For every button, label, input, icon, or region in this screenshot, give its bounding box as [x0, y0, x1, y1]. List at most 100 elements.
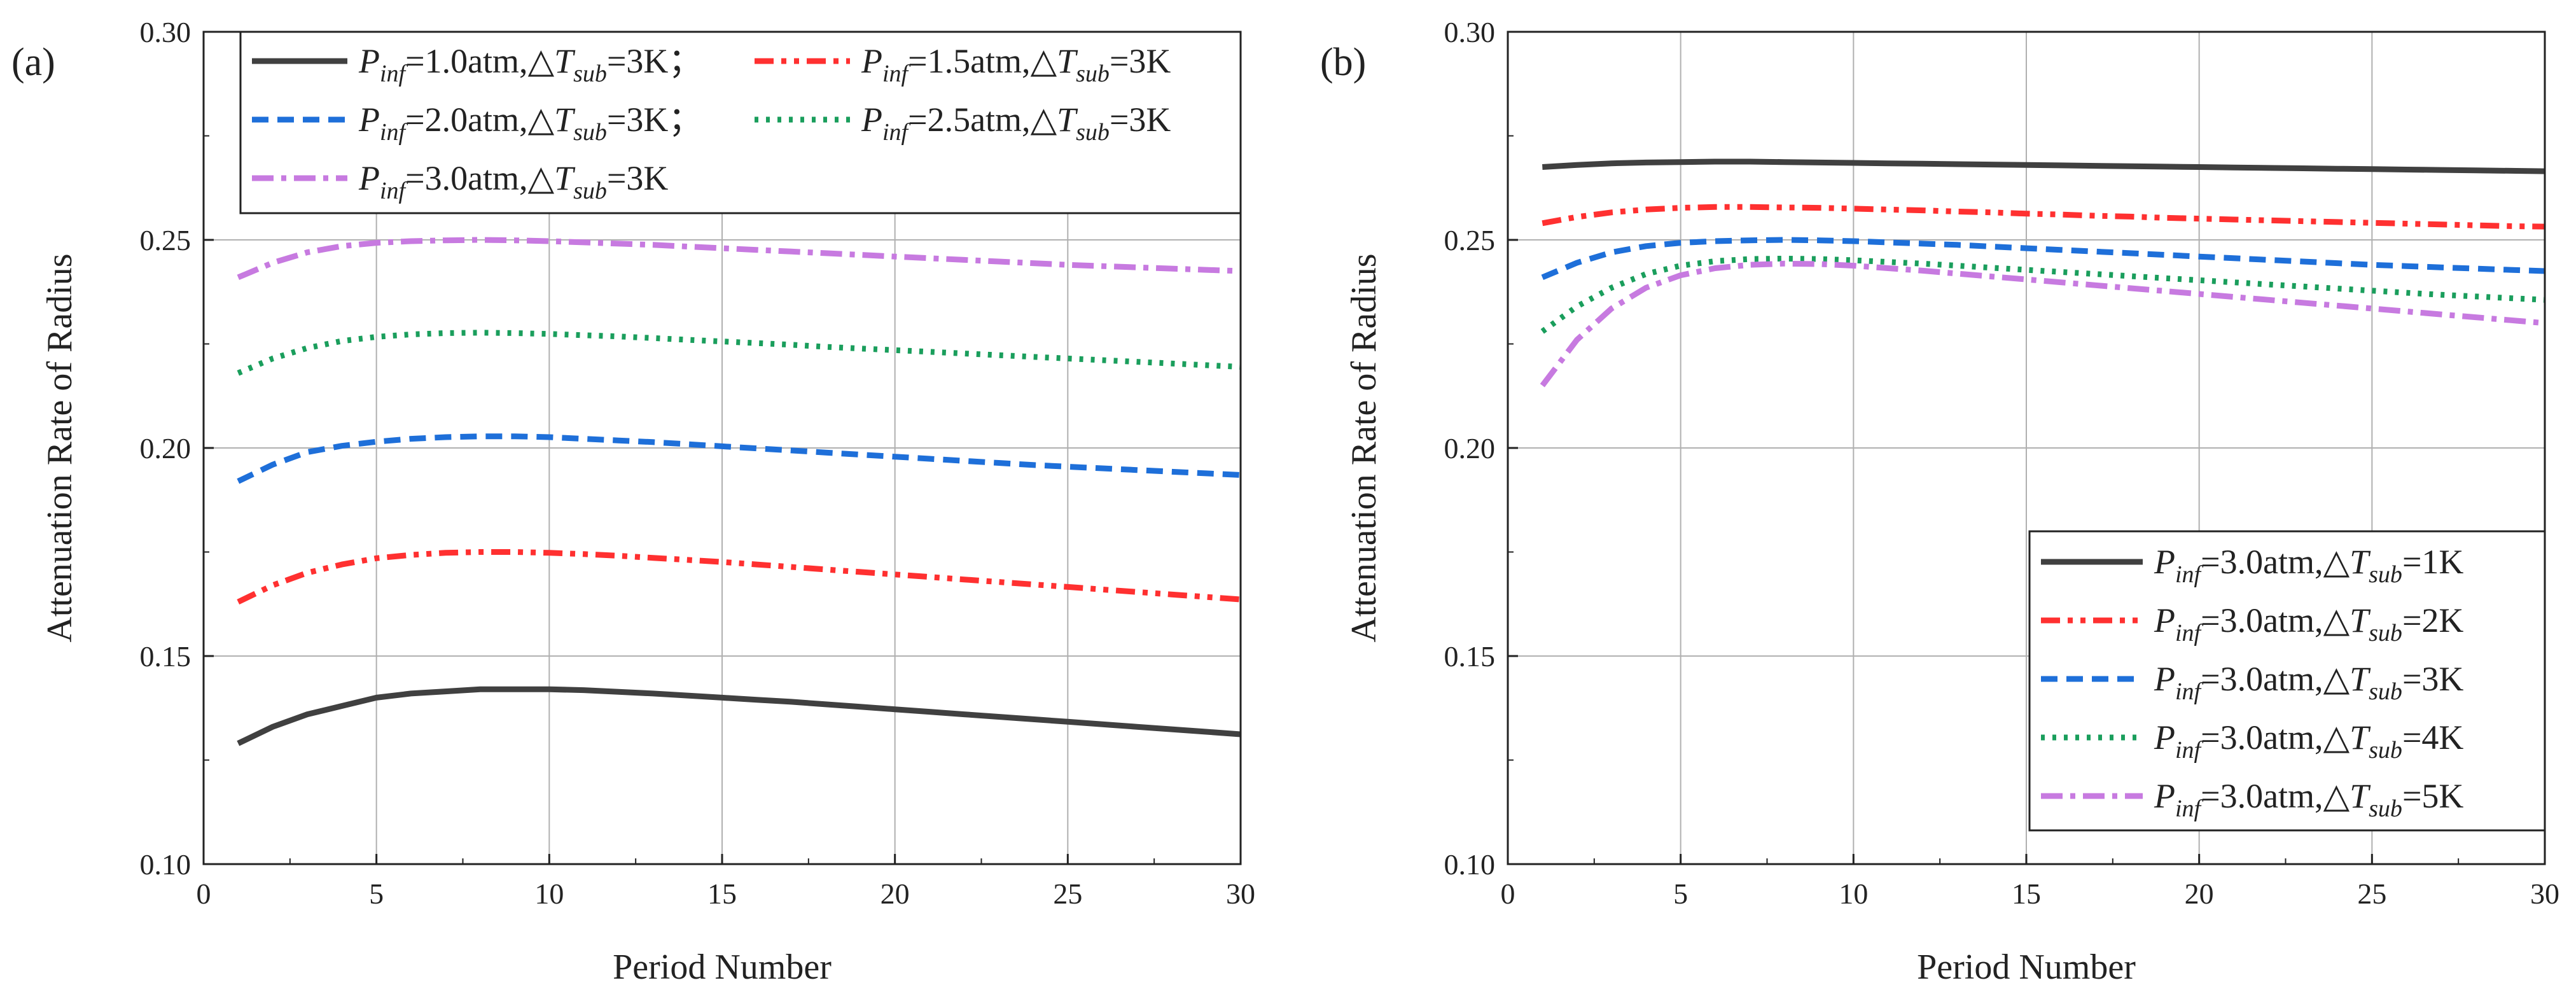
legend-label-t: T: [554, 42, 576, 80]
legend-label-pressure: =3.0atm,: [2201, 543, 2323, 581]
legend-label-delta: △: [528, 101, 555, 139]
legend-label: Pinf=3.0atm,△Tsub=5K: [2154, 777, 2463, 822]
legend-label-t: T: [2350, 777, 2371, 815]
panel-label: (b): [1320, 41, 1366, 84]
x-tick-label: 20: [881, 877, 910, 910]
legend-label-pressure: =2.0atm,: [405, 101, 527, 139]
legend-label-p-sub: inf: [2175, 737, 2204, 764]
legend-label-delta: △: [528, 159, 555, 197]
panel-label: (a): [11, 41, 55, 84]
legend-label-suffix: ；: [668, 101, 702, 139]
legend-item-3: Pinf=2.0atm,△Tsub=3K；: [252, 101, 702, 146]
legend-label: Pinf=3.0atm,△Tsub=2K: [2154, 601, 2463, 646]
legend-label: Pinf=1.5atm,△Tsub=3K: [861, 42, 1171, 87]
y-tick-label: 0.25: [140, 224, 191, 256]
legend-label-p-sub: inf: [380, 60, 408, 87]
y-axis-title: Attenuation Rate of Radius: [1344, 253, 1384, 642]
legend-label-t-sub: sub: [2369, 795, 2402, 822]
y-axis-title: Attenuation Rate of Radius: [40, 253, 80, 642]
legend-item-3: Pinf=3.0atm,△Tsub=3K: [2041, 660, 2463, 705]
chart-panel-b: 0 5 10 15 20 25 30 0.10 0.15 0.20 0.25 0.30 Period N…: [1320, 16, 2559, 987]
legend-label-t: T: [2350, 718, 2371, 757]
legend-label-pressure: =3.0atm,: [2201, 777, 2323, 815]
legend-label-t-sub: sub: [573, 178, 607, 204]
series-line-4: [1540, 255, 2545, 334]
legend-label-delta: △: [2323, 718, 2350, 757]
legend-label-t-sub: sub: [2369, 737, 2402, 764]
legend-label-suffix: ；: [668, 42, 702, 80]
legend-item-5: Pinf=3.0atm,△Tsub=3K: [252, 159, 668, 204]
x-axis-title: Period Number: [1917, 947, 2136, 987]
series-line-5: [1540, 260, 2545, 388]
legend-label-p-sub: inf: [2175, 620, 2204, 646]
legend-label-p: P: [2154, 777, 2175, 815]
y-tick-label: 0.10: [140, 848, 191, 881]
legend-label: Pinf=3.0atm,△Tsub=3K: [2154, 660, 2463, 705]
legend-label-temp: =3K: [1110, 101, 1171, 139]
legend-item-2: Pinf=3.0atm,△Tsub=2K: [2041, 601, 2463, 646]
x-axis-title: Period Number: [613, 947, 832, 987]
x-tick-label: 30: [2530, 877, 2559, 910]
legend-label-t-sub: sub: [1076, 119, 1110, 146]
y-tick-label: 0.15: [1444, 640, 1496, 673]
series-line-2: [1542, 204, 2545, 230]
legend-label-t: T: [1057, 42, 1078, 80]
legend-label-p: P: [2154, 543, 2175, 581]
y-tick-label: 0.30: [140, 16, 191, 48]
x-tick-label: 5: [369, 877, 384, 910]
legend-item-1: Pinf=3.0atm,△Tsub=1K: [2041, 543, 2463, 588]
ticks: 0 5 10 15 20 25 30 0.10 0.15 0.20 0.25 0.30: [1444, 16, 2560, 910]
y-tick-label: 0.25: [1444, 224, 1496, 256]
legend-label-pressure: =2.5atm,: [908, 101, 1030, 139]
legend-label-delta: △: [1031, 42, 1057, 80]
x-tick-label: 0: [1501, 877, 1515, 910]
legend-label-t-sub: sub: [573, 119, 607, 146]
legend-label-temp: =4K: [2402, 718, 2463, 757]
legend-label-delta: △: [528, 42, 555, 80]
legend-label-p-sub: inf: [2175, 795, 2204, 822]
legend-label-p-sub: inf: [2175, 678, 2204, 705]
legend-label-temp: =3K: [607, 101, 668, 139]
legend-label-p-sub: inf: [380, 119, 408, 146]
x-tick-label: 20: [2185, 877, 2214, 910]
x-tick-label: 25: [1053, 877, 1082, 910]
series-lines: [1540, 158, 2545, 388]
legend-label: Pinf=3.0atm,△Tsub=3K: [358, 159, 668, 204]
legend-label-t-sub: sub: [2369, 620, 2402, 646]
series-line-1: [1542, 158, 2545, 174]
legend-label-t: T: [2350, 601, 2371, 639]
legend-label-p: P: [358, 42, 380, 80]
x-tick-label: 25: [2357, 877, 2386, 910]
legend-label-temp: =3K: [2402, 660, 2463, 698]
legend-label-pressure: =1.5atm,: [908, 42, 1030, 80]
legend-label-p: P: [861, 42, 882, 80]
series-line-2: [237, 549, 1241, 605]
legend-label-pressure: =3.0atm,: [405, 159, 527, 197]
x-tick-label: 30: [1226, 877, 1255, 910]
series-line-3: [237, 433, 1241, 484]
legend-label-t: T: [554, 159, 576, 197]
legend-label-t-sub: sub: [573, 60, 607, 87]
legend-label-temp: =2K: [2402, 601, 2463, 639]
legend-label: Pinf=1.0atm,△Tsub=3K；: [358, 42, 702, 87]
legend-label-delta: △: [2323, 660, 2350, 698]
legend-label-p: P: [2154, 601, 2175, 639]
legend-label-p-sub: inf: [882, 60, 911, 87]
legend-item-4: Pinf=2.5atm,△Tsub=3K: [755, 101, 1171, 146]
legend-label-p: P: [2154, 718, 2175, 757]
series-line-4: [237, 330, 1241, 376]
x-tick-label: 15: [707, 877, 737, 910]
series-line-3: [1541, 237, 2545, 281]
legend-label: Pinf=2.5atm,△Tsub=3K: [861, 101, 1171, 146]
legend-label-t: T: [1057, 101, 1078, 139]
plot-frame: [1507, 31, 2546, 865]
legend-label-pressure: =1.0atm,: [405, 42, 527, 80]
legend-item-2: Pinf=1.5atm,△Tsub=3K: [755, 42, 1171, 87]
legend-box: [2028, 530, 2546, 832]
legend: Pinf=1.0atm,△Tsub=3K； Pinf=1.5atm,△Tsub=3…: [239, 31, 1242, 214]
x-tick-label: 10: [534, 877, 564, 910]
legend-label-t: T: [2350, 543, 2371, 581]
legend: Pinf=3.0atm,△Tsub=1KPinf=3.0atm,△Tsub=2K…: [2028, 530, 2546, 832]
legend-label: Pinf=3.0atm,△Tsub=4K: [2154, 718, 2463, 764]
